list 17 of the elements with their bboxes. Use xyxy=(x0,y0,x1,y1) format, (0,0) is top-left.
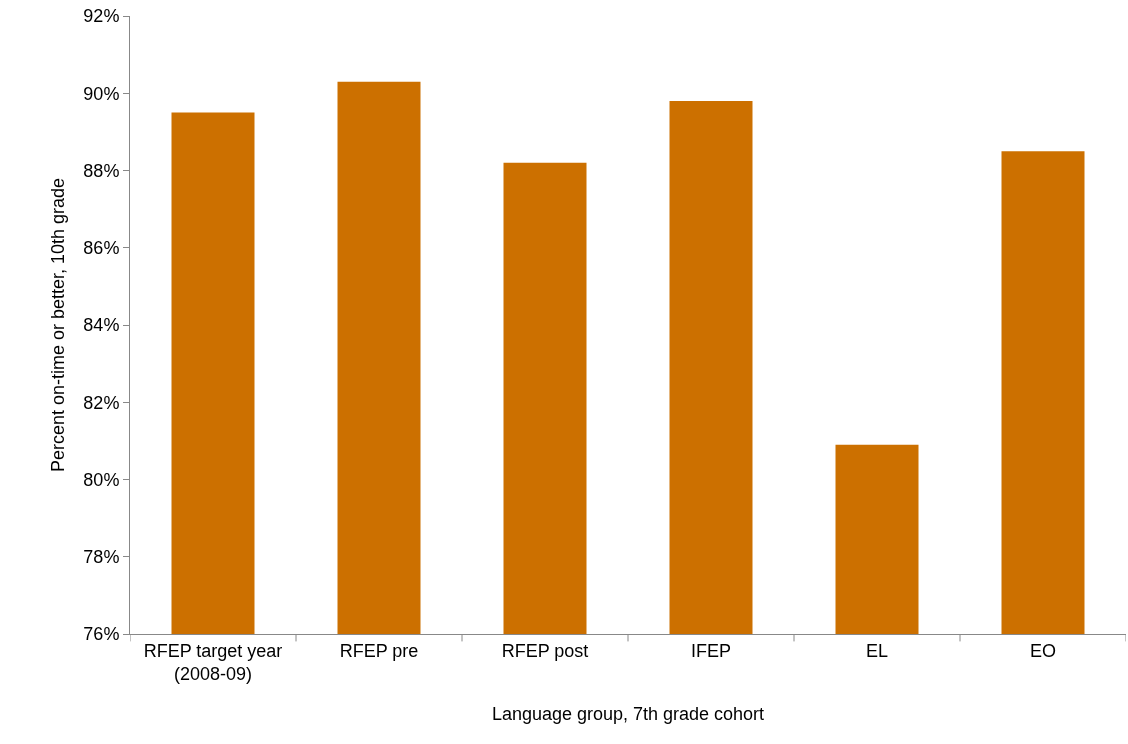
x-axis-title: Language group, 7th grade cohort xyxy=(491,704,765,725)
y-tick-label: 90% xyxy=(83,83,120,104)
x-tick-label: EL xyxy=(865,640,889,661)
y-tick-label: 82% xyxy=(83,392,120,413)
x-tick-label: RFEP target year (2008-09) xyxy=(143,640,283,684)
x-tick-label: RFEP post xyxy=(501,640,589,661)
y-tick-label: 88% xyxy=(83,160,120,181)
y-tick-label: 84% xyxy=(83,315,120,336)
y-tick-label: 80% xyxy=(83,469,120,490)
y-tick-label: 78% xyxy=(83,547,120,568)
y-axis-title: Percent on-time or better, 10th grade xyxy=(47,177,68,473)
x-tick-label: IFEP xyxy=(690,640,732,661)
y-tick-label: 86% xyxy=(83,238,120,259)
y-tick-label: 92% xyxy=(83,6,120,27)
x-tick-label: EO xyxy=(1029,640,1057,661)
x-tick-label: RFEP pre xyxy=(339,640,419,661)
y-tick-label: 76% xyxy=(83,624,120,645)
